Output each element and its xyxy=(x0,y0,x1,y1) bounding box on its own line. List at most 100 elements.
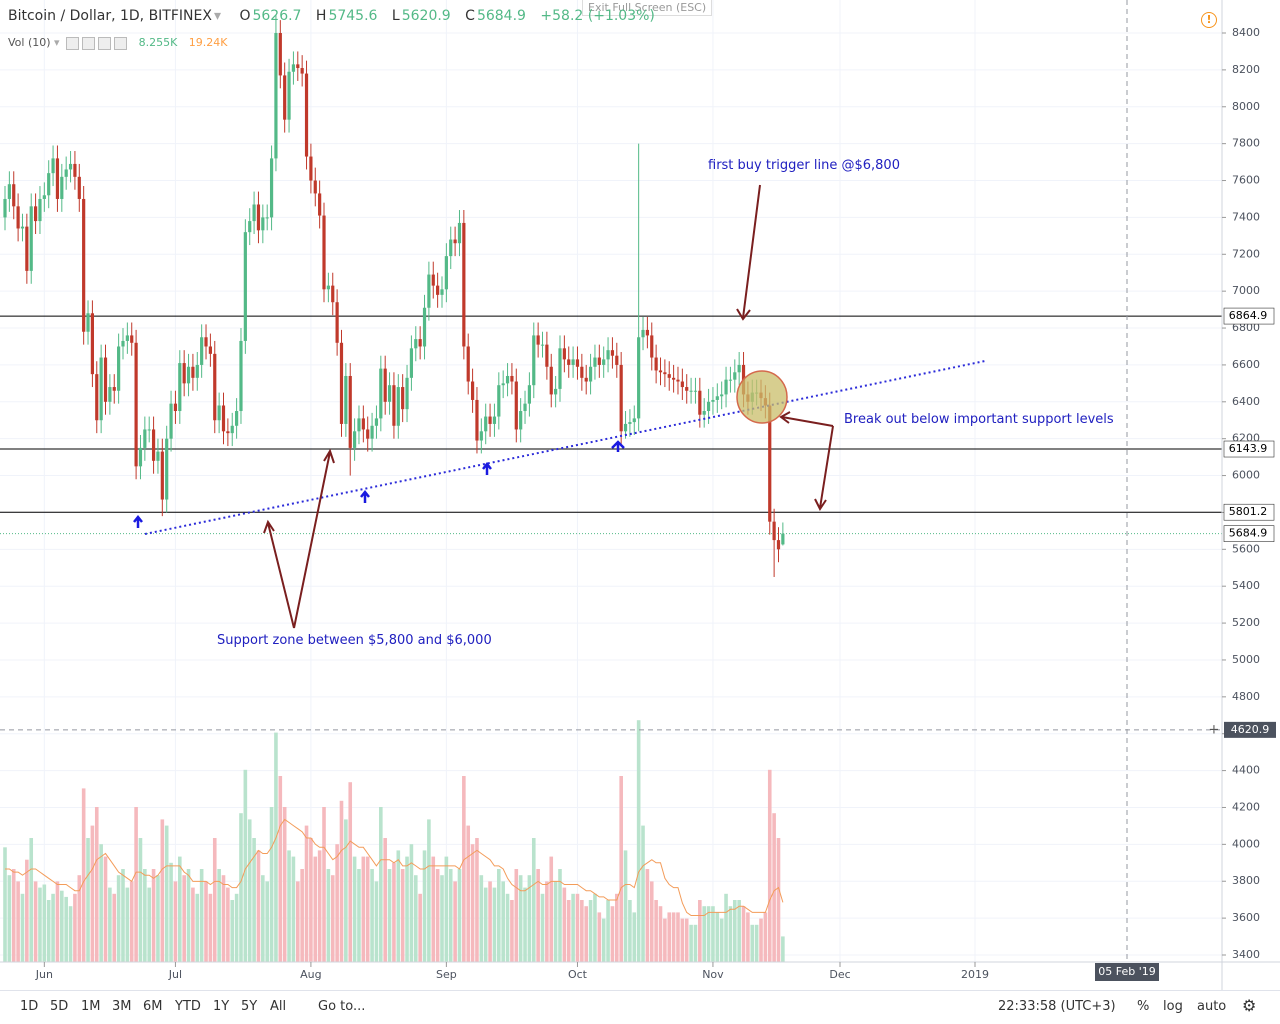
timeframe-button[interactable]: All xyxy=(270,999,287,1014)
candle-body xyxy=(645,329,649,336)
volume-bar xyxy=(724,893,728,962)
volume-bar xyxy=(392,862,396,962)
candle-body xyxy=(33,206,38,222)
candle-body xyxy=(711,399,715,402)
candle-body xyxy=(658,370,663,373)
volume-bar xyxy=(29,838,34,962)
candle-body xyxy=(60,176,64,199)
candle-body xyxy=(248,221,252,233)
volume-last: 8.255K xyxy=(138,36,178,49)
menu-caret[interactable]: ▾ xyxy=(54,36,60,49)
volume-bar xyxy=(73,893,77,962)
exit-fullscreen[interactable]: Exit Full Screen (ESC) xyxy=(582,0,713,16)
icon[interactable] xyxy=(66,36,80,50)
scale-button[interactable]: % xyxy=(1137,999,1150,1014)
timeframe-button[interactable]: 1D xyxy=(20,999,39,1014)
timeframe-button[interactable]: 5D xyxy=(50,999,69,1014)
menu-caret[interactable]: ▾ xyxy=(213,8,221,24)
volume-bar xyxy=(313,856,318,962)
candle-body xyxy=(366,429,370,439)
ohlc-prefix: H xyxy=(315,8,327,24)
candle-body xyxy=(422,307,427,347)
candle-body xyxy=(138,447,143,467)
timeframe-button[interactable]: 3M xyxy=(112,999,132,1014)
volume-bar xyxy=(523,887,527,962)
candle-body xyxy=(55,158,60,199)
candle-body xyxy=(728,379,733,381)
goto-button[interactable]: Go to... xyxy=(318,999,366,1014)
candle-body xyxy=(296,64,300,69)
arrow xyxy=(814,425,834,511)
candle-body xyxy=(195,364,199,378)
volume-bar xyxy=(348,782,353,962)
timeframe-button[interactable]: 1Y xyxy=(213,999,230,1014)
volume-bar xyxy=(597,912,602,962)
candle-body xyxy=(143,429,147,448)
candle-body xyxy=(580,366,584,378)
candle-body xyxy=(470,381,475,400)
volume-bar xyxy=(501,881,505,962)
candle-body xyxy=(475,399,479,441)
volume-bar xyxy=(138,838,143,962)
volume-bar xyxy=(754,924,759,962)
x-tick-label: Oct xyxy=(568,968,588,981)
volume-bar xyxy=(335,844,339,962)
candle-body xyxy=(265,217,269,219)
candle-body xyxy=(706,401,711,412)
scale-button[interactable]: log xyxy=(1163,999,1183,1014)
volume-bar xyxy=(641,825,645,962)
scale-button[interactable]: auto xyxy=(1197,999,1227,1014)
candle-body xyxy=(562,348,566,360)
settings-icon[interactable]: ⚙ xyxy=(1242,996,1257,1015)
warning-icon[interactable]: ! xyxy=(1201,12,1217,28)
candle-body xyxy=(453,239,457,244)
candle-body xyxy=(593,357,597,367)
volume-bar xyxy=(772,813,776,962)
volume-bar xyxy=(99,844,103,962)
volume-bar xyxy=(702,906,706,962)
volume-bar xyxy=(418,893,422,962)
icon[interactable] xyxy=(98,36,112,50)
candle-body xyxy=(776,540,781,550)
y-tick-label: 7200 xyxy=(1232,247,1260,260)
price-tag: 5684.9 xyxy=(1229,527,1268,540)
volume-bar xyxy=(549,856,554,962)
candle-body xyxy=(95,374,99,421)
candle-body xyxy=(239,340,243,412)
volume-bar xyxy=(164,825,169,962)
volume-bar xyxy=(431,856,436,962)
candle-body xyxy=(348,375,352,448)
volume-bar xyxy=(759,918,763,962)
candle-body xyxy=(409,348,414,378)
candle-body xyxy=(213,353,217,421)
candle-body xyxy=(90,313,94,375)
volume-bar xyxy=(466,825,471,962)
arrow xyxy=(779,411,834,427)
y-tick-label: 6400 xyxy=(1232,395,1260,408)
candle-body xyxy=(379,368,383,419)
axis-layer: 3400360038004000420044004600480050005200… xyxy=(35,26,1276,981)
timeframe-button[interactable]: 6M xyxy=(143,999,163,1014)
clock: 22:33:58 (UTC+3) xyxy=(998,999,1116,1014)
volume-bar xyxy=(545,881,549,962)
icon[interactable] xyxy=(82,36,96,50)
candle-body xyxy=(374,418,379,426)
candle-body xyxy=(414,339,418,349)
annotation: first buy trigger line @$6,800 xyxy=(708,158,900,173)
icon[interactable] xyxy=(114,36,128,50)
arrow xyxy=(736,184,761,321)
volume-bar xyxy=(94,807,99,962)
x-tick-label: Jul xyxy=(168,968,182,981)
timeframe-button[interactable]: YTD xyxy=(175,999,201,1014)
candle-body xyxy=(680,381,684,388)
ohlc-prefix: C xyxy=(465,8,475,24)
volume-bar xyxy=(531,838,536,962)
candle-body xyxy=(186,366,191,384)
volume-bar xyxy=(580,900,584,962)
timeframe-button[interactable]: 1M xyxy=(81,999,101,1014)
timeframe-button[interactable]: 5Y xyxy=(241,999,258,1014)
candle-body xyxy=(501,383,505,386)
volume-ma-line xyxy=(5,818,784,916)
candle-body xyxy=(540,344,545,346)
